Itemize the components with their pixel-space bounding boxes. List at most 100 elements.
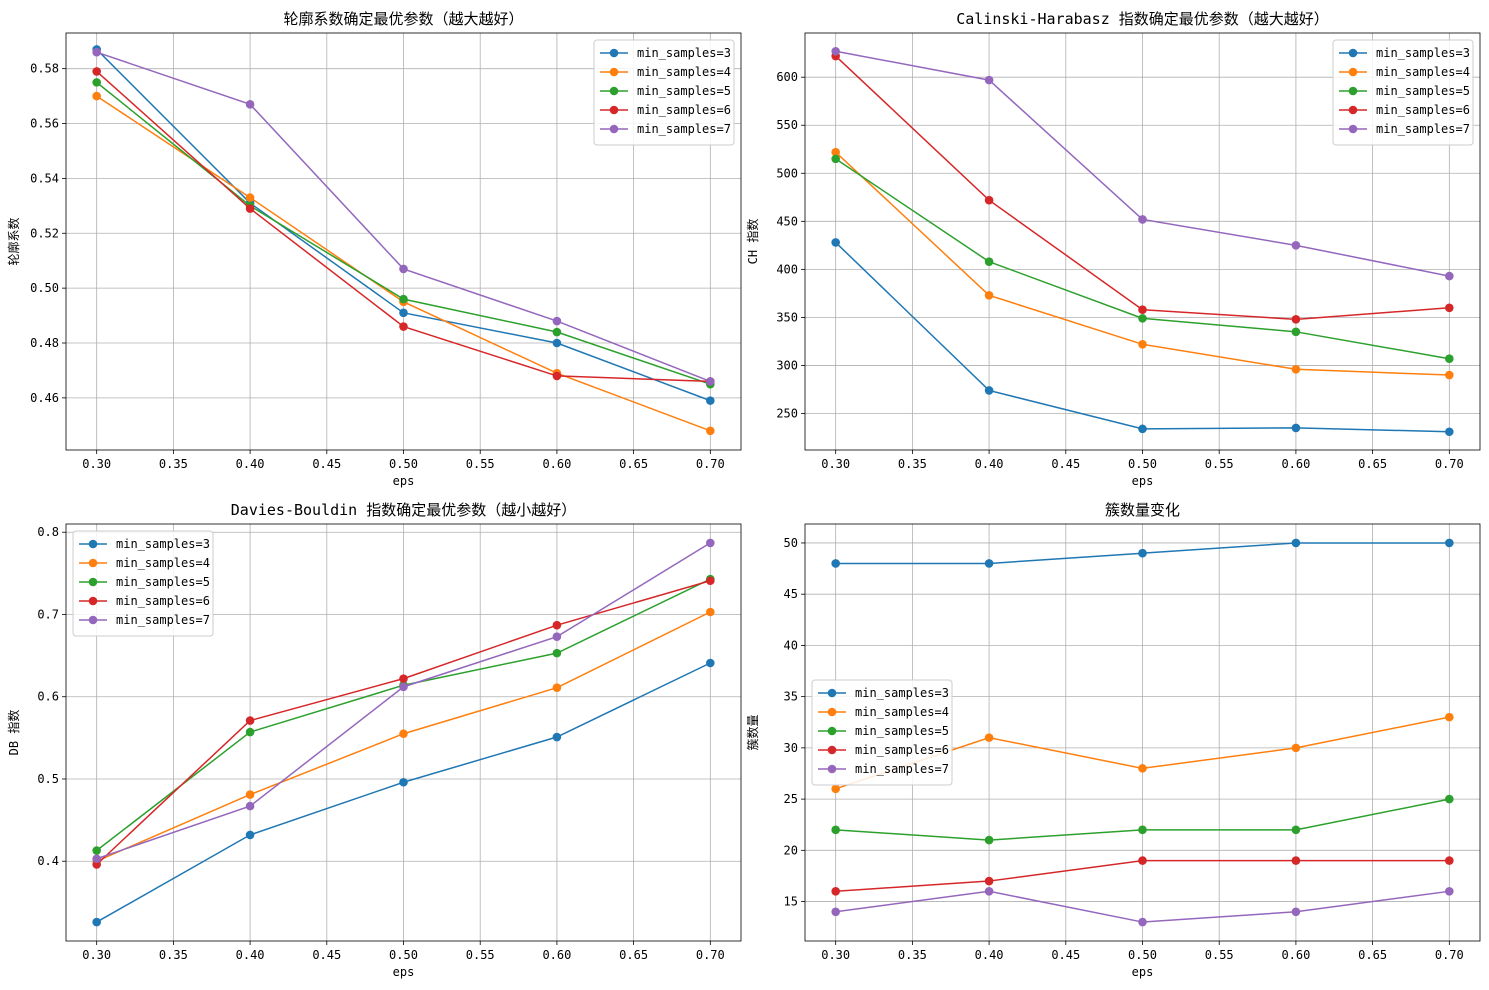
legend: min_samples=3 min_samples=4 min_samples=5m… xyxy=(593,39,735,146)
x-tick-label: 0.30 xyxy=(82,457,111,471)
data-point xyxy=(1445,712,1454,722)
data-point xyxy=(245,204,255,213)
data-point xyxy=(706,658,715,668)
legend-label: min_samples=4 xyxy=(1376,65,1470,79)
data-point xyxy=(552,327,562,337)
y-tick-label: 0.6 xyxy=(37,690,59,704)
legend-label: min_samples=7 xyxy=(1376,122,1470,136)
y-tick-label: 0.46 xyxy=(30,391,59,405)
legend-label: min_samples=5 xyxy=(637,84,731,98)
data-point xyxy=(831,907,840,917)
y-tick-label: 450 xyxy=(776,214,798,228)
legend: min_samples=3 min_samples=4 min_samples=5m… xyxy=(72,530,214,637)
legend-label: min_samples=4 xyxy=(637,65,731,79)
x-tick-label: 0.45 xyxy=(312,457,341,471)
legend-marker xyxy=(827,726,837,736)
data-point xyxy=(399,682,408,692)
x-axis-label: eps xyxy=(393,474,415,488)
data-point xyxy=(552,338,562,348)
x-tick-label: 0.70 xyxy=(1435,948,1464,962)
x-tick-label: 0.65 xyxy=(1358,948,1387,962)
legend-label: min_samples=7 xyxy=(855,762,949,776)
data-point xyxy=(552,632,562,641)
data-point xyxy=(1445,538,1454,548)
chart-panel-4: 0.30 0.35 0.40 0.45 0.50 0.55 0.60 0.65 0.70 15 20… xyxy=(745,501,1481,979)
data-point xyxy=(399,294,408,304)
x-tick-label: 0.45 xyxy=(1051,457,1080,471)
y-tick-label: 50 xyxy=(784,536,798,550)
legend-box xyxy=(72,530,214,637)
y-tick-label: 400 xyxy=(776,262,798,276)
data-point xyxy=(399,729,408,739)
data-point xyxy=(984,195,994,205)
legend-label: min_samples=6 xyxy=(116,594,210,608)
x-tick-label: 0.45 xyxy=(312,948,341,962)
x-tick-label: 0.30 xyxy=(821,948,850,962)
x-tick-label: 0.65 xyxy=(619,457,648,471)
data-point xyxy=(831,784,840,794)
x-tick-label: 0.65 xyxy=(619,948,648,962)
legend-marker xyxy=(827,745,837,755)
data-point xyxy=(706,426,715,436)
y-tick-label: 40 xyxy=(784,638,798,652)
data-point xyxy=(92,91,101,101)
data-point xyxy=(831,238,840,247)
data-point xyxy=(1291,315,1301,324)
x-tick-label: 0.35 xyxy=(898,457,927,471)
data-point xyxy=(706,396,715,405)
legend-marker xyxy=(1348,48,1358,58)
data-point xyxy=(92,917,101,927)
data-point xyxy=(1291,327,1301,337)
y-tick-label: 30 xyxy=(784,741,798,755)
y-tick-label: 25 xyxy=(784,792,798,806)
data-point xyxy=(1445,354,1454,364)
legend-label: min_samples=3 xyxy=(637,46,731,60)
data-point xyxy=(706,607,715,617)
y-tick-label: 0.7 xyxy=(37,607,59,621)
y-tick-label: 0.4 xyxy=(37,854,59,868)
data-point xyxy=(245,193,255,202)
x-tick-label: 0.50 xyxy=(389,948,418,962)
data-point xyxy=(1138,825,1147,835)
legend-marker xyxy=(88,596,98,606)
data-point xyxy=(984,876,994,886)
data-point xyxy=(245,727,255,737)
legend-box xyxy=(1332,39,1474,146)
y-tick-label: 0.5 xyxy=(37,772,59,786)
x-tick-label: 0.40 xyxy=(236,948,265,962)
data-point xyxy=(92,78,101,87)
data-point xyxy=(706,538,715,548)
y-tick-label: 35 xyxy=(784,690,798,704)
x-tick-label: 0.35 xyxy=(159,948,188,962)
x-tick-label: 0.60 xyxy=(542,457,571,471)
x-tick-label: 0.60 xyxy=(542,948,571,962)
data-point xyxy=(399,674,408,683)
data-point xyxy=(1138,424,1147,434)
axes-frame xyxy=(804,32,1481,451)
data-point xyxy=(1445,370,1454,380)
x-tick-label: 0.55 xyxy=(466,457,495,471)
y-tick-label: 350 xyxy=(776,310,798,324)
legend-label: min_samples=5 xyxy=(116,575,210,589)
y-tick-label: 0.54 xyxy=(30,171,59,185)
legend-label: min_samples=3 xyxy=(1376,46,1470,60)
y-tick-label: 300 xyxy=(776,358,798,372)
data-point xyxy=(1291,907,1301,917)
data-point xyxy=(1291,825,1301,835)
x-tick-label: 0.55 xyxy=(1205,948,1234,962)
y-axis-label: CH 指数 xyxy=(745,219,760,265)
data-point xyxy=(1445,856,1454,865)
y-tick-label: 20 xyxy=(784,843,798,857)
x-tick-label: 0.45 xyxy=(1051,948,1080,962)
legend-label: min_samples=4 xyxy=(116,556,210,570)
data-point xyxy=(1445,427,1454,437)
legend-marker xyxy=(88,577,98,587)
data-point xyxy=(245,830,255,840)
x-tick-label: 0.70 xyxy=(696,457,725,471)
data-point xyxy=(1445,794,1454,804)
legend-label: min_samples=6 xyxy=(855,743,949,757)
y-axis-label: 轮廓系数 xyxy=(6,217,21,265)
legend-label: min_samples=4 xyxy=(855,705,949,719)
data-point xyxy=(1445,271,1454,281)
